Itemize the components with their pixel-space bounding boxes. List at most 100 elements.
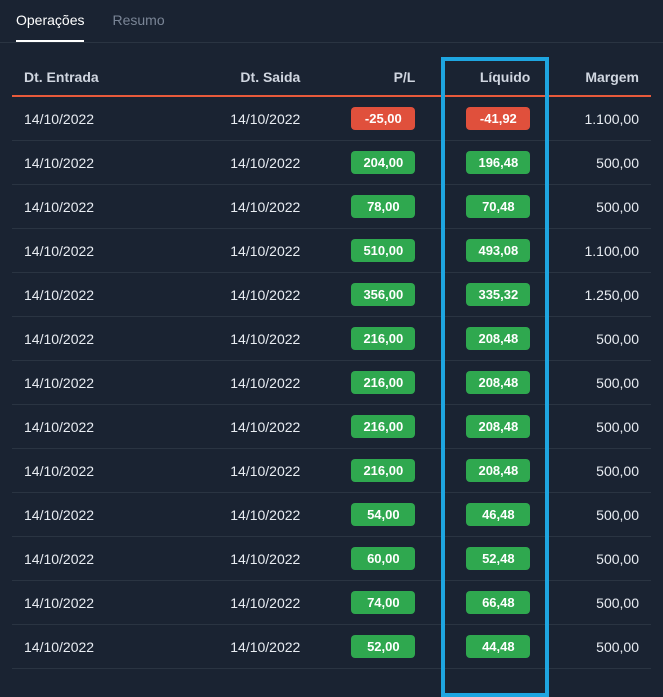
cell-margin: 500,00 xyxy=(542,405,651,449)
cell-pl: 204,00 xyxy=(312,141,427,185)
table-row[interactable]: 14/10/202214/10/202254,0046,48500,00 xyxy=(12,493,651,537)
pl-badge: 356,00 xyxy=(351,283,415,306)
table-row[interactable]: 14/10/202214/10/2022 216,00 208,48 500,00 xyxy=(12,317,651,361)
cell-entry: 14/10/2022 xyxy=(12,537,172,581)
cell-net: 66,48 xyxy=(427,581,542,625)
pl-badge: 216,00 xyxy=(351,327,415,350)
net-badge: 46,48 xyxy=(466,503,530,526)
pl-badge: 60,00 xyxy=(351,547,415,570)
pl-badge: 54,00 xyxy=(351,503,415,526)
cell-net: -41,92 xyxy=(427,96,542,141)
cell-net: 208,48 xyxy=(427,449,542,493)
pl-badge: 216,00 xyxy=(351,459,415,482)
table-row[interactable]: 14/10/202214/10/2022-25,00-41,921.100,00 xyxy=(12,96,651,141)
cell-net: 335,32 xyxy=(427,273,542,317)
cell-exit: 14/10/2022 xyxy=(172,273,313,317)
table-row[interactable]: 14/10/202214/10/202278,0070,48500,00 xyxy=(12,185,651,229)
cell-pl: -25,00 xyxy=(312,96,427,141)
cell-net: 208,48 xyxy=(427,405,542,449)
cell-pl: 216,00 xyxy=(312,449,427,493)
operations-table: Dt. Entrada Dt. Saida P/L Líquido Margem… xyxy=(12,59,651,669)
net-badge: 196,48 xyxy=(466,151,530,174)
cell-margin: 500,00 xyxy=(542,625,651,669)
pl-badge: 216,00 xyxy=(351,371,415,394)
cell-pl: 74,00 xyxy=(312,581,427,625)
cell-net: 208,48 xyxy=(427,361,542,405)
table-row[interactable]: 14/10/202214/10/2022 216,00 208,48 500,00 xyxy=(12,449,651,493)
cell-exit: 14/10/2022 xyxy=(172,405,313,449)
cell-margin: 500,00 xyxy=(542,537,651,581)
table-row[interactable]: 14/10/202214/10/2022 510,00 493,08 1.100,00 xyxy=(12,229,651,273)
table-row[interactable]: 14/10/202214/10/2022216,00208,48500,00 xyxy=(12,405,651,449)
col-margin[interactable]: Margem xyxy=(542,59,651,96)
cell-exit: 14/10/2022 xyxy=(172,317,313,361)
net-badge: -41,92 xyxy=(466,107,530,130)
pl-badge: 78,00 xyxy=(351,195,415,218)
cell-margin: 500,00 xyxy=(542,449,651,493)
table-container: Dt. Entrada Dt. Saida P/L Líquido Margem… xyxy=(0,43,663,669)
tab-operations[interactable]: Operações xyxy=(16,12,84,42)
cell-margin: 1.100,00 xyxy=(542,229,651,273)
cell-margin: 500,00 xyxy=(542,581,651,625)
net-badge: 335,32 xyxy=(466,283,530,306)
cell-margin: 1.250,00 xyxy=(542,273,651,317)
table-row[interactable]: 14/10/202214/10/202252,0044,48500,00 xyxy=(12,625,651,669)
cell-exit: 14/10/2022 xyxy=(172,185,313,229)
col-entry[interactable]: Dt. Entrada xyxy=(12,59,172,96)
cell-exit: 14/10/2022 xyxy=(172,449,313,493)
table-row[interactable]: 14/10/202214/10/2022 356,00 335,32 1.250,00 xyxy=(12,273,651,317)
tab-summary[interactable]: Resumo xyxy=(112,12,164,42)
pl-badge: 510,00 xyxy=(351,239,415,262)
cell-exit: 14/10/2022 xyxy=(172,625,313,669)
net-badge: 208,48 xyxy=(466,371,530,394)
cell-pl: 216,00 xyxy=(312,361,427,405)
pl-badge: -25,00 xyxy=(351,107,415,130)
cell-exit: 14/10/2022 xyxy=(172,581,313,625)
cell-net: 52,48 xyxy=(427,537,542,581)
cell-entry: 14/10/2022 xyxy=(12,361,172,405)
cell-margin: 500,00 xyxy=(542,185,651,229)
table-row[interactable]: 14/10/202214/10/2022204,00196,48500,00 xyxy=(12,141,651,185)
cell-entry: 14/10/2022 xyxy=(12,96,172,141)
cell-exit: 14/10/2022 xyxy=(172,537,313,581)
tabs-bar: Operações Resumo xyxy=(0,0,663,43)
net-badge: 70,48 xyxy=(466,195,530,218)
col-exit[interactable]: Dt. Saida xyxy=(172,59,313,96)
cell-net: 44,48 xyxy=(427,625,542,669)
cell-margin: 500,00 xyxy=(542,493,651,537)
net-badge: 208,48 xyxy=(466,327,530,350)
cell-pl: 78,00 xyxy=(312,185,427,229)
cell-pl: 510,00 xyxy=(312,229,427,273)
cell-exit: 14/10/2022 xyxy=(172,493,313,537)
cell-entry: 14/10/2022 xyxy=(12,317,172,361)
cell-entry: 14/10/2022 xyxy=(12,273,172,317)
cell-entry: 14/10/2022 xyxy=(12,229,172,273)
table-header-row: Dt. Entrada Dt. Saida P/L Líquido Margem xyxy=(12,59,651,96)
net-badge: 493,08 xyxy=(466,239,530,262)
net-badge: 66,48 xyxy=(466,591,530,614)
cell-pl: 216,00 xyxy=(312,317,427,361)
pl-badge: 216,00 xyxy=(351,415,415,438)
cell-exit: 14/10/2022 xyxy=(172,96,313,141)
pl-badge: 52,00 xyxy=(351,635,415,658)
col-pl[interactable]: P/L xyxy=(312,59,427,96)
net-badge: 52,48 xyxy=(466,547,530,570)
cell-exit: 14/10/2022 xyxy=(172,361,313,405)
cell-margin: 500,00 xyxy=(542,361,651,405)
cell-margin: 500,00 xyxy=(542,317,651,361)
pl-badge: 74,00 xyxy=(351,591,415,614)
cell-pl: 54,00 xyxy=(312,493,427,537)
cell-margin: 500,00 xyxy=(542,141,651,185)
table-row[interactable]: 14/10/202214/10/2022 216,00 208,48 500,00 xyxy=(12,361,651,405)
table-row[interactable]: 14/10/202214/10/202274,0066,48500,00 xyxy=(12,581,651,625)
cell-pl: 356,00 xyxy=(312,273,427,317)
col-net[interactable]: Líquido xyxy=(427,59,542,96)
table-row[interactable]: 14/10/202214/10/2022 60,00 52,48 500,00 xyxy=(12,537,651,581)
cell-pl: 52,00 xyxy=(312,625,427,669)
cell-entry: 14/10/2022 xyxy=(12,449,172,493)
cell-exit: 14/10/2022 xyxy=(172,229,313,273)
net-badge: 208,48 xyxy=(466,415,530,438)
cell-net: 46,48 xyxy=(427,493,542,537)
cell-exit: 14/10/2022 xyxy=(172,141,313,185)
net-badge: 208,48 xyxy=(466,459,530,482)
